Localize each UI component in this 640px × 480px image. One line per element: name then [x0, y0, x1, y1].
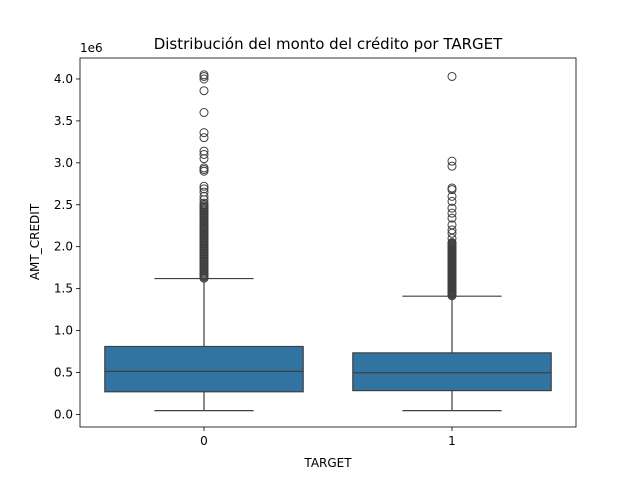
y-tick-label: 2.0 — [54, 240, 73, 254]
chart-title: Distribución del monto del crédito por T… — [154, 35, 503, 53]
outlier-point — [199, 74, 209, 84]
outlier-point — [199, 133, 209, 143]
outlier-point — [447, 203, 457, 213]
y-tick-label: 2.5 — [54, 198, 73, 212]
y-tick-label: 0.5 — [54, 365, 73, 379]
boxes-layer — [104, 70, 552, 412]
outlier-point — [199, 198, 209, 208]
outlier-point — [199, 70, 209, 80]
outlier-point — [447, 156, 457, 166]
y-tick-label: 1.0 — [54, 324, 73, 338]
outlier-point — [447, 225, 457, 235]
x-tick-label: 0 — [200, 434, 208, 448]
outlier-point — [199, 86, 209, 96]
outlier-point — [447, 238, 457, 247]
outlier-point — [447, 71, 457, 81]
box-1 — [352, 71, 552, 412]
x-axis-label: TARGET — [303, 456, 352, 470]
box-0 — [104, 70, 304, 412]
iqr-box — [352, 352, 552, 392]
outlier-point — [447, 208, 457, 218]
outlier-point — [447, 183, 457, 193]
outlier-point — [199, 163, 209, 173]
outlier-point — [199, 108, 209, 118]
outlier-point — [199, 128, 209, 138]
y-tick-label: 3.5 — [54, 114, 73, 128]
outlier-point — [447, 161, 457, 171]
y-tick-label: 4.0 — [54, 72, 73, 86]
outlier-point — [447, 220, 457, 230]
outlier-point — [199, 187, 209, 197]
y-axis-offset-label: 1e6 — [80, 41, 103, 55]
y-tick-label: 0.0 — [54, 407, 73, 421]
outlier-point — [447, 213, 457, 223]
iqr-box — [104, 345, 304, 393]
x-tick-label: 1 — [448, 434, 456, 448]
outlier-point — [199, 149, 209, 159]
y-axis: 0.0 0.5 1.0 1.5 2.0 2.5 3.0 3.5 4.0 — [54, 72, 80, 421]
outlier-point — [199, 184, 209, 194]
outlier-point — [199, 181, 209, 191]
y-axis-label: AMT_CREDIT — [28, 203, 42, 280]
outlier-point — [199, 146, 209, 156]
outlier-point — [447, 196, 457, 206]
y-tick-label: 1.5 — [54, 282, 73, 296]
plot-frame — [79, 57, 577, 428]
y-tick-label: 3.0 — [54, 156, 73, 170]
